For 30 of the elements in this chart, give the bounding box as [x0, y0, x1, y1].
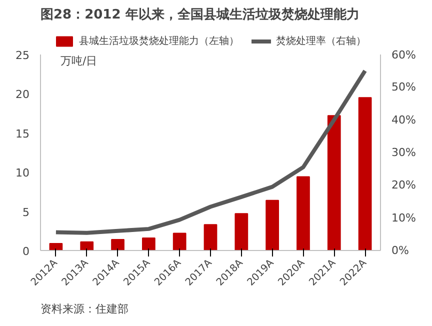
bar — [266, 200, 279, 250]
chart-title: 图28：2012 年以来，全国县城生活垃圾焚烧处理能力 — [40, 6, 360, 22]
y-axis-title: 万吨/日 — [60, 54, 98, 68]
y2-tick-label: 60% — [392, 48, 416, 62]
y-tick-label: 20 — [16, 88, 30, 102]
bar — [296, 176, 310, 250]
y-tick-label: 25 — [16, 49, 30, 62]
bar — [111, 239, 124, 250]
y-tick-label: 5 — [22, 206, 30, 219]
text: 资料来源：住建部 — [40, 302, 128, 316]
bar — [172, 232, 186, 250]
y2-tick-label: 30% — [392, 146, 416, 159]
y2-tick-label: 20% — [392, 178, 416, 192]
legend-label: 焚烧处理率（右轴） — [276, 34, 366, 48]
y2-tick-label: 40% — [392, 113, 416, 126]
y-tick-label: 15 — [16, 127, 30, 140]
bar — [142, 237, 156, 250]
y2-tick-label: 0% — [392, 244, 409, 257]
bar — [358, 97, 372, 250]
y-tick-label: 10 — [16, 166, 30, 180]
y2-tick-label: 10% — [392, 211, 416, 224]
line-series — [54, 68, 368, 235]
bar — [80, 241, 94, 250]
bar — [327, 115, 341, 250]
y-tick-label: 0 — [22, 245, 30, 258]
legend-label: 县城生活垃圾焚烧处理能力（左轴） — [79, 34, 239, 48]
bar — [49, 242, 63, 250]
bar — [204, 224, 218, 250]
y2-tick-label: 50% — [392, 80, 416, 94]
bar — [234, 213, 248, 250]
